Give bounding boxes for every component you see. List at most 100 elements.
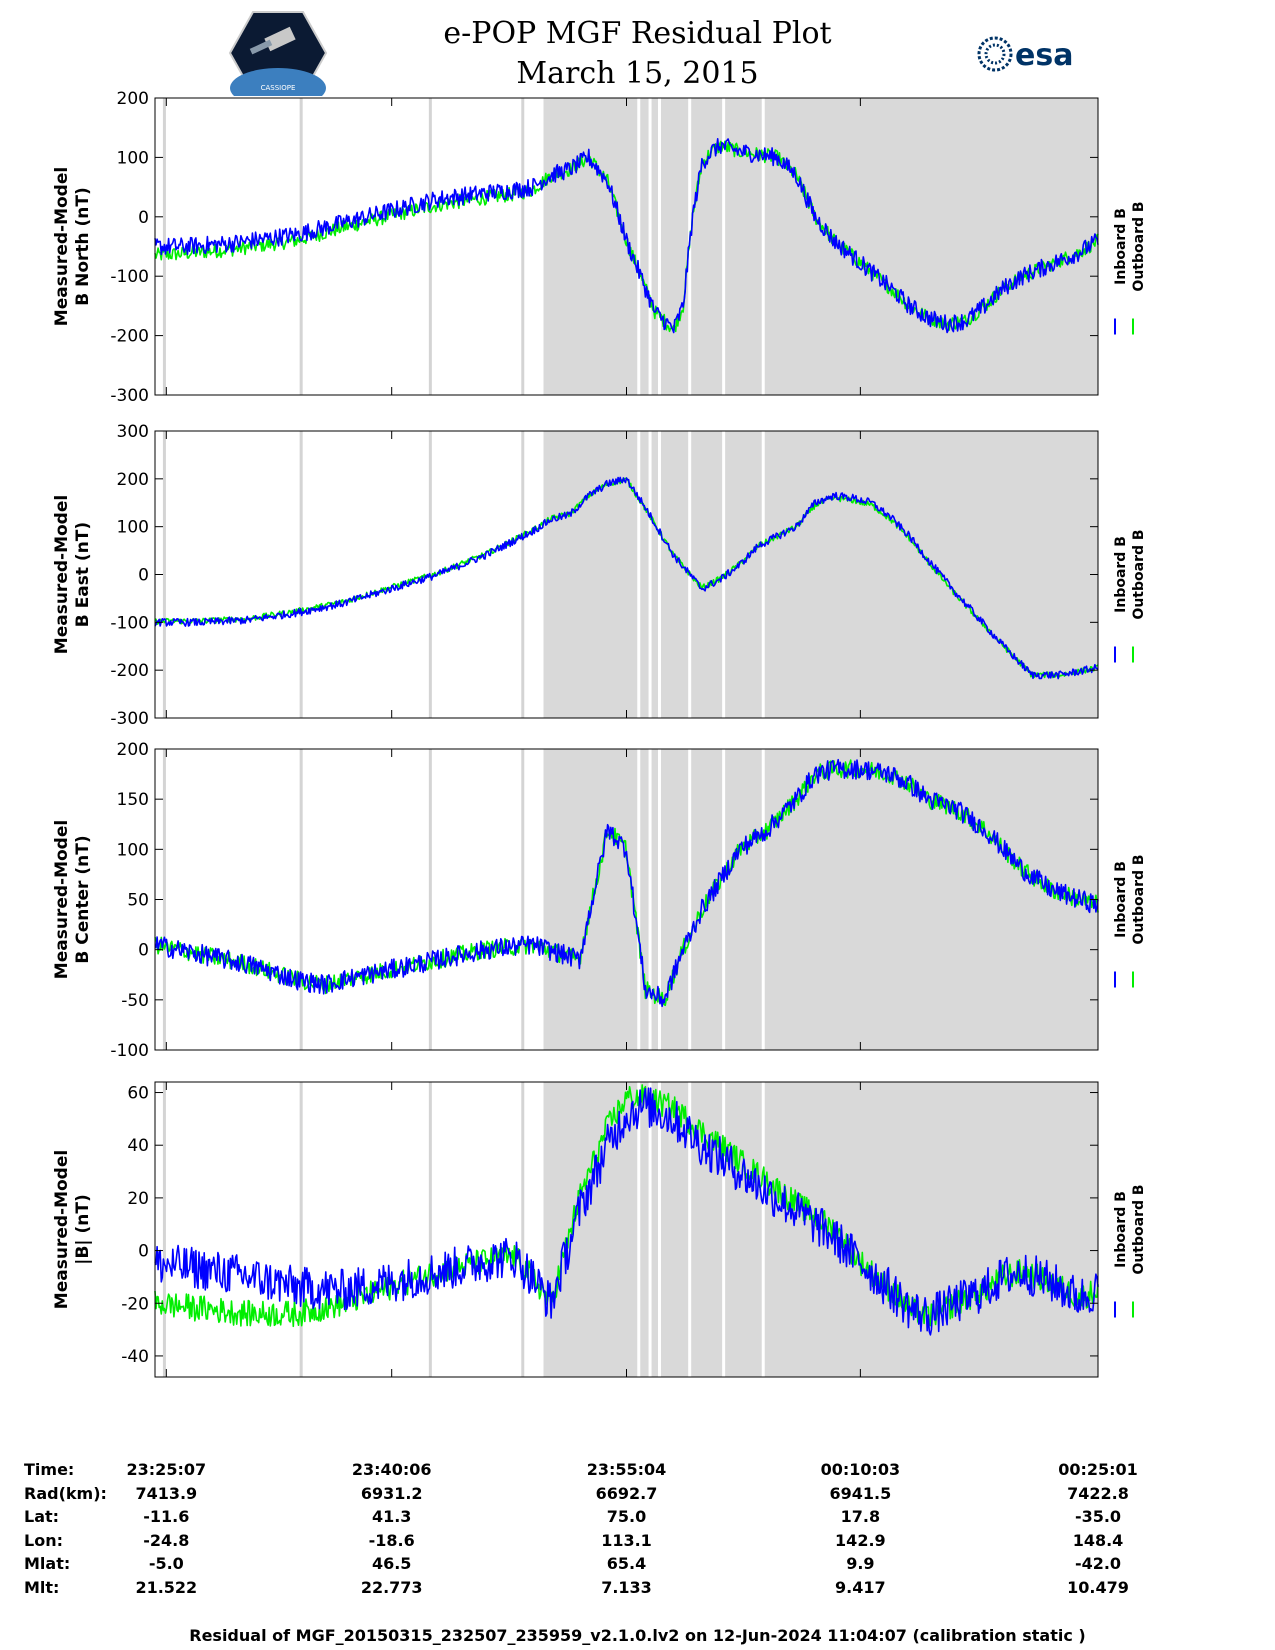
- info-value: 00:10:03: [820, 1460, 901, 1479]
- eclipse-shading: [543, 431, 1098, 718]
- data-gap-marker: [761, 431, 765, 718]
- data-gap-marker: [648, 431, 652, 718]
- info-value: 00:25:01: [1058, 1460, 1138, 1479]
- info-value: -42.0: [1074, 1554, 1122, 1573]
- y-tick-label: -100: [110, 1041, 149, 1061]
- info-value: 6692.7: [595, 1483, 658, 1503]
- info-value: 7.133: [601, 1577, 652, 1597]
- data-gap-marker: [299, 1082, 303, 1377]
- data-gap-marker: [761, 749, 765, 1050]
- y-tick-label: 100: [117, 840, 149, 860]
- data-gap-marker: [648, 98, 652, 395]
- legend-labels: Inboard B Outboard B: [1113, 1184, 1147, 1274]
- info-value: -11.6: [143, 1507, 190, 1526]
- info-value: 9.417: [835, 1577, 886, 1597]
- info-row-label: Lon:: [24, 1530, 63, 1550]
- info-row: Rad(km): 7413.9 6931.2 6692.7 6941.5 7422.8: [0, 1484, 1275, 1508]
- y-tick-label: 50: [127, 891, 149, 911]
- info-value: 23:55:04: [586, 1460, 667, 1479]
- y-axis-label: Measured-ModelB North (nT): [52, 167, 93, 326]
- y-tick-label: 200: [117, 470, 149, 490]
- info-value: 6931.2: [360, 1483, 423, 1503]
- info-value: 113.1: [601, 1530, 652, 1550]
- y-tick-label: 100: [117, 148, 149, 168]
- info-row: Mlt: 21.522 22.773 7.133 9.417 10.479: [0, 1578, 1275, 1602]
- plot-title: e-POP MGF Residual Plot: [443, 16, 832, 51]
- info-value: 21.522: [135, 1577, 198, 1597]
- data-gap-marker: [428, 749, 432, 1050]
- y-tick-label: 200: [117, 740, 149, 760]
- legend-label: Inboard B: [1113, 1191, 1129, 1268]
- info-value: 41.3: [371, 1507, 412, 1526]
- cassiope-mission-logo-icon: CASSIOPE: [228, 11, 328, 96]
- y-axis-label-line: B East (nT): [73, 522, 93, 627]
- data-gap-marker: [761, 1082, 765, 1377]
- series-line-inboard: [154, 758, 1099, 1008]
- eclipse-shading: [543, 98, 1098, 395]
- title-block: e-POP MGF Residual Plot March 15, 2015: [0, 14, 1275, 94]
- y-tick-label: 0: [138, 566, 149, 586]
- y-axis-label-line: Measured-Model: [52, 495, 72, 654]
- info-value: 46.5: [371, 1554, 412, 1573]
- info-value: 7413.9: [135, 1483, 198, 1503]
- data-gap-marker: [648, 749, 652, 1050]
- info-row: Lon: -24.8 -18.6 113.1 142.9 148.4: [0, 1531, 1275, 1555]
- series-line-inboard: [154, 138, 1099, 334]
- legend-label: Outboard B: [1131, 1184, 1147, 1274]
- esa-logo-icon: esa: [977, 36, 1073, 73]
- info-value: 7422.8: [1067, 1483, 1129, 1503]
- info-row: Mlat: -5.0 46.5 65.4 9.9 -42.0: [0, 1554, 1275, 1578]
- info-value: -18.6: [368, 1530, 415, 1550]
- y-axis-label: Measured-Model|B| (nT): [52, 1150, 93, 1309]
- info-value: 148.4: [1072, 1530, 1124, 1550]
- right-logo-text: esa: [1015, 38, 1073, 73]
- data-gap-marker: [688, 749, 692, 1050]
- legend-label: Outboard B: [1131, 201, 1147, 291]
- info-value: 17.8: [840, 1507, 881, 1526]
- data-gap-marker: [299, 749, 303, 1050]
- info-value: 23:40:06: [351, 1460, 432, 1479]
- data-gap-marker: [521, 749, 525, 1050]
- info-row: Time: 23:25:07 23:40:06 23:55:04 00:10:03 00:…: [0, 1460, 1275, 1484]
- info-value: 6941.5: [829, 1483, 892, 1503]
- data-gap-marker: [637, 98, 641, 395]
- info-value: 23:25:07: [126, 1460, 207, 1479]
- y-tick-label: 40: [127, 1136, 149, 1156]
- legend-label: Outboard B: [1131, 854, 1147, 944]
- y-tick-label: 60: [127, 1084, 149, 1104]
- info-value: -24.8: [143, 1530, 190, 1550]
- footer-caption: Residual of MGF_20150315_232507_235959_v…: [189, 1626, 1086, 1645]
- y-axis-label-line: Measured-Model: [52, 820, 72, 979]
- info-value: 22.773: [360, 1577, 423, 1597]
- data-gap-marker: [658, 431, 662, 718]
- y-tick-label: 150: [117, 790, 149, 810]
- legend-label: Inboard B: [1113, 208, 1129, 285]
- y-tick-label: -20: [121, 1294, 149, 1314]
- y-axis-label-line: Measured-Model: [52, 167, 72, 326]
- info-value: -35.0: [1074, 1507, 1122, 1526]
- info-value: 10.479: [1067, 1577, 1129, 1597]
- data-gap-marker: [428, 1082, 432, 1377]
- series-line-inboard: [154, 1087, 1099, 1336]
- info-value: 142.9: [835, 1530, 886, 1550]
- data-gap-marker: [521, 98, 525, 395]
- y-tick-label: -200: [110, 661, 149, 681]
- left-logo-text: CASSIOPE: [261, 84, 296, 92]
- y-axis-label-line: |B| (nT): [73, 1194, 93, 1265]
- data-gap-marker: [521, 431, 525, 718]
- data-gap-marker: [722, 1082, 726, 1377]
- data-gap-marker: [162, 749, 166, 1050]
- data-gap-marker: [637, 1082, 641, 1377]
- data-gap-marker: [299, 98, 303, 395]
- y-tick-label: -300: [110, 709, 149, 729]
- y-tick-label: 300: [117, 422, 149, 442]
- info-row-label: Lat:: [24, 1507, 60, 1526]
- legend-label: Inboard B: [1113, 861, 1129, 938]
- y-tick-label: -40: [121, 1347, 149, 1367]
- y-axis-label-line: B North (nT): [73, 187, 93, 306]
- info-value: -5.0: [148, 1554, 184, 1573]
- info-row-label: Time:: [24, 1460, 75, 1479]
- y-tick-label: -100: [110, 267, 149, 287]
- y-tick-label: -50: [121, 991, 149, 1011]
- data-gap-marker: [658, 98, 662, 395]
